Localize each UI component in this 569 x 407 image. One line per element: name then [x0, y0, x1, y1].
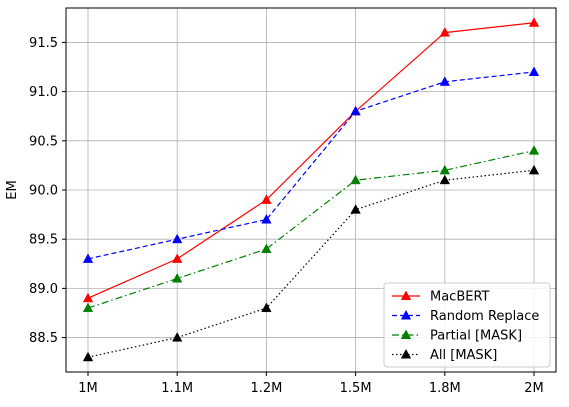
y-tick-label: 88.5 — [29, 331, 58, 346]
x-axis-ticks: 1M 1.1M 1.2M 1.5M 1.8M 2M — [78, 372, 544, 396]
legend-marker — [400, 290, 412, 300]
data-point — [439, 174, 450, 185]
data-point — [528, 66, 540, 76]
y-tick-label: 91.5 — [29, 36, 58, 51]
data-point — [172, 253, 183, 263]
data-point — [82, 292, 94, 303]
legend-box — [383, 282, 551, 368]
legend-item: Random Replace — [392, 309, 539, 324]
legend-item: All [MASK] — [392, 348, 497, 363]
y-axis-ticks: 88.5 89.0 89.5 90.0 90.5 91.0 91.5 — [29, 36, 66, 346]
series-3 — [82, 164, 540, 362]
data-point — [528, 164, 540, 175]
series-line — [87, 150, 535, 309]
data-point — [172, 332, 183, 342]
legend-marker — [400, 329, 412, 339]
legend-marker — [400, 348, 412, 359]
y-tick-label: 91.0 — [29, 85, 58, 100]
data-point — [261, 243, 272, 254]
series-2 — [82, 145, 540, 313]
data-point — [350, 204, 361, 214]
legend: MacBERT Random Replace Partial [MASK] All [… — [383, 282, 551, 368]
series-line — [87, 22, 535, 299]
plot-frame — [65, 7, 557, 373]
data-point — [261, 213, 272, 224]
y-axis-label: EM — [5, 180, 20, 199]
legend-marker — [400, 309, 412, 320]
x-tick-label: 1.2M — [250, 381, 282, 396]
series-line — [87, 169, 535, 358]
data-point — [82, 302, 94, 313]
y-tick-label: 90.5 — [29, 134, 58, 149]
y-tick-label: 89.5 — [29, 233, 58, 248]
legend-item: MacBERT — [392, 290, 490, 305]
data-point — [172, 273, 183, 283]
data-point — [350, 174, 361, 185]
legend-label: Random Replace — [430, 309, 539, 324]
legend-label: All [MASK] — [430, 348, 497, 363]
series-layer — [82, 17, 540, 362]
data-point — [82, 351, 94, 362]
y-tick-label: 89.0 — [29, 282, 58, 297]
x-tick-label: 2M — [524, 381, 544, 396]
x-tick-label: 1.8M — [429, 381, 461, 396]
data-point — [528, 17, 540, 27]
data-point — [172, 233, 183, 244]
legend-label: MacBERT — [430, 290, 490, 305]
x-tick-label: 1.5M — [340, 381, 372, 396]
data-point — [439, 27, 450, 37]
legend-item: Partial [MASK] — [392, 329, 522, 344]
legend-label: Partial [MASK] — [430, 329, 522, 344]
data-point — [261, 302, 272, 313]
data-point — [261, 194, 272, 204]
data-point — [528, 145, 540, 155]
y-tick-label: 90.0 — [29, 184, 58, 199]
x-tick-label: 1.1M — [161, 381, 193, 396]
data-point — [439, 164, 450, 175]
series-1 — [82, 66, 540, 263]
data-point — [350, 105, 361, 116]
x-tick-label: 1M — [78, 381, 98, 396]
data-point — [439, 76, 450, 86]
data-point — [82, 253, 94, 263]
series-line — [87, 71, 535, 260]
